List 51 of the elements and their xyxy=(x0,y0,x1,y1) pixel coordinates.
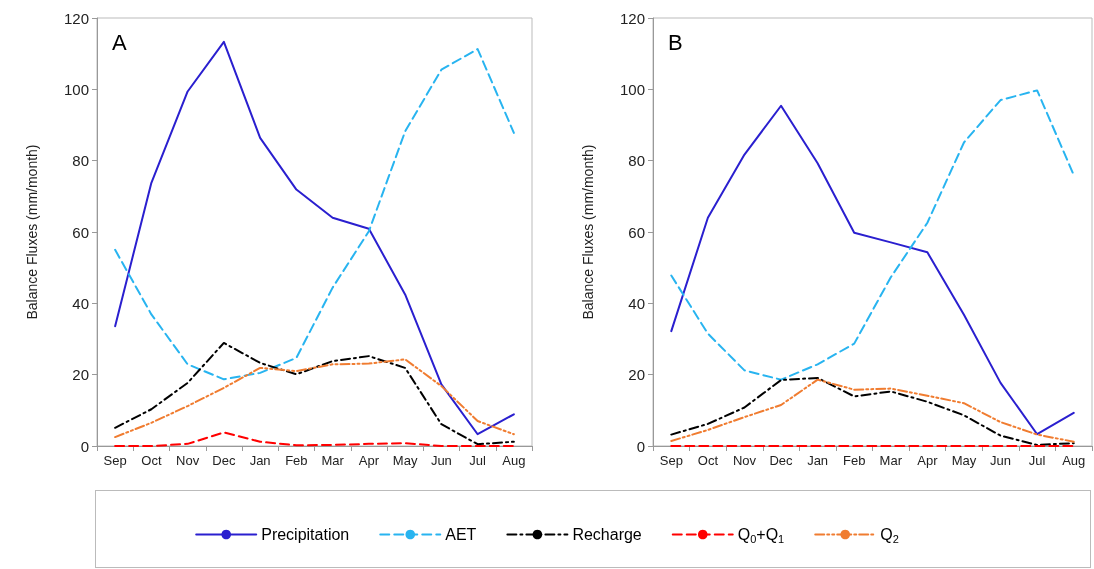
x-tick-label: Aug xyxy=(502,453,526,468)
x-tick-label: Sep xyxy=(103,453,127,468)
y-tick-label: 40 xyxy=(72,294,89,312)
x-tick-label: Jun xyxy=(430,453,452,468)
x-tick-label: Jan xyxy=(249,453,271,468)
line-series xyxy=(670,104,1075,436)
x-tick-label: Nov xyxy=(176,453,200,468)
x-tick-label: Oct xyxy=(141,453,162,468)
x-tick-label: May xyxy=(392,453,418,468)
y-tick-label: 100 xyxy=(63,80,89,98)
x-tick-label: Aug xyxy=(1062,453,1086,468)
x-tick-label: Apr xyxy=(917,453,939,468)
y-tick-label: 80 xyxy=(72,152,89,170)
x-tick-label: Sep xyxy=(659,453,683,468)
legend-label: Recharge xyxy=(572,526,642,543)
x-tick-label: Mar xyxy=(879,453,903,468)
x-tick-label: Oct xyxy=(697,453,719,468)
x-tick-label: Jan xyxy=(807,453,829,468)
x-tick-label: Feb xyxy=(285,453,308,468)
x-tick-label: Dec xyxy=(212,453,236,468)
x-tick-label: Dec xyxy=(769,453,794,468)
y-tick-label: 20 xyxy=(628,366,645,384)
y-tick-label: 120 xyxy=(63,9,89,27)
y-tick-label: 60 xyxy=(72,223,89,241)
x-tick-label: May xyxy=(951,453,977,468)
x-tick-label: Jun xyxy=(990,453,1012,468)
text: A xyxy=(112,29,127,55)
y-axis-title: Balance Fluxes (mm/month) xyxy=(24,144,40,320)
legend-label: AET xyxy=(445,526,477,543)
x-tick-label: Nov xyxy=(732,453,757,468)
y-tick-label: 0 xyxy=(636,437,645,455)
y-tick-label: 100 xyxy=(619,80,645,98)
y-axis-title: Balance Fluxes (mm/month) xyxy=(580,144,596,320)
legend-label: Precipitation xyxy=(261,526,350,543)
x-tick-label: Apr xyxy=(358,453,380,468)
y-tick-label: 0 xyxy=(80,437,89,455)
x-tick-label: Feb xyxy=(843,453,866,468)
y-tick-label: 20 xyxy=(72,366,89,384)
line-series xyxy=(114,48,515,381)
x-tick-label: Mar xyxy=(321,453,345,468)
y-tick-label: 120 xyxy=(619,9,645,27)
line-series xyxy=(114,341,515,446)
line-series xyxy=(670,89,1075,381)
text: B xyxy=(668,29,683,55)
line-series xyxy=(114,431,515,447)
y-tick-label: 60 xyxy=(628,223,645,241)
y-tick-label: 80 xyxy=(628,152,645,170)
y-tick-label: 40 xyxy=(628,294,645,312)
x-tick-label: Jul xyxy=(469,453,487,468)
x-tick-label: Jul xyxy=(1028,453,1046,468)
line-series xyxy=(114,358,515,439)
